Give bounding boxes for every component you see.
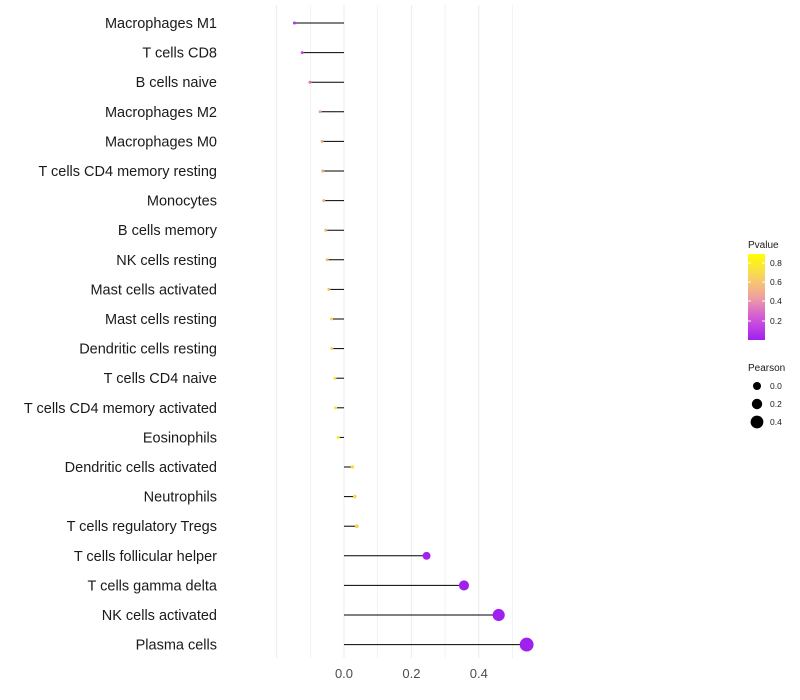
category-label: T cells follicular helper [74, 549, 217, 565]
lollipop-point [334, 406, 338, 410]
pvalue-legend-label: 0.4 [770, 296, 782, 306]
category-label: B cells naive [136, 75, 217, 91]
category-label: T cells regulatory Tregs [67, 519, 217, 535]
lollipop-point [352, 494, 357, 499]
lollipop-point [519, 637, 534, 652]
lollipop-point [292, 21, 296, 25]
x-axis-ticks: 0.0 0.2 0.4 [335, 666, 488, 681]
category-label: Macrophages M0 [105, 134, 217, 150]
category-label: Dendritic cells resting [79, 342, 217, 358]
lollipop-point [324, 228, 328, 232]
grid-lines [276, 5, 513, 658]
lollipop-stems [294, 22, 527, 646]
lollipop-point [327, 287, 331, 291]
category-label: T cells CD8 [142, 46, 217, 62]
pearson-legend-key [753, 382, 761, 390]
pearson-legend-label: 0.4 [770, 417, 782, 427]
category-label: Monocytes [147, 194, 217, 210]
category-label: NK cells resting [116, 253, 217, 269]
lollipop-points [292, 21, 534, 652]
lollipop-point [336, 435, 340, 439]
lollipop-point [308, 80, 312, 84]
pearson-legend-key [750, 415, 764, 429]
category-label: Eosinophils [143, 430, 217, 446]
x-tick-label: 0.4 [470, 666, 488, 681]
pearson-legend-label: 0.0 [770, 381, 782, 391]
x-tick-label: 0.2 [402, 666, 420, 681]
category-label: Mast cells resting [105, 312, 217, 328]
pvalue-legend-label: 0.8 [770, 258, 782, 268]
lollipop-point [492, 608, 505, 622]
pearson-legend-key [751, 398, 763, 410]
lollipop-point [330, 347, 334, 351]
pvalue-legend-label: 0.6 [770, 277, 782, 287]
category-label: Macrophages M2 [105, 105, 217, 121]
category-label: B cells memory [118, 223, 218, 239]
lollipop-point [330, 317, 334, 321]
lollipop-point [321, 169, 325, 173]
category-label: T cells CD4 naive [104, 371, 217, 387]
pearson-legend: Pearson 0.0 0.2 0.4 [748, 363, 785, 429]
lollipop-point [354, 524, 359, 529]
pearson-legend-title: Pearson [748, 363, 785, 374]
category-label: T cells CD4 memory resting [38, 164, 217, 180]
lollipop-point [318, 110, 322, 114]
pvalue-colorbar [748, 254, 765, 340]
lollipop-point [333, 376, 337, 380]
lollipop-point [422, 551, 431, 560]
category-label: NK cells activated [102, 608, 217, 624]
pvalue-legend-label: 0.2 [770, 316, 782, 326]
lollipop-point [322, 199, 326, 203]
category-label: Macrophages M1 [105, 16, 217, 32]
category-label: T cells CD4 memory activated [24, 401, 217, 417]
pearson-legend-label: 0.2 [770, 399, 782, 409]
pvalue-legend: Pvalue 0.8 0.6 0.4 0.2 [748, 240, 782, 340]
category-label: Neutrophils [144, 490, 217, 506]
lollipop-point [350, 465, 355, 469]
category-label: Plasma cells [136, 638, 217, 654]
lollipop-point [320, 139, 324, 143]
x-tick-label: 0.0 [335, 666, 353, 681]
lollipop-point [458, 580, 470, 591]
lollipop-point [325, 258, 329, 262]
category-label: T cells gamma delta [88, 578, 218, 594]
pvalue-legend-title: Pvalue [748, 240, 779, 251]
category-label: Mast cells activated [90, 282, 217, 298]
category-label: Dendritic cells activated [65, 460, 217, 476]
category-labels: Macrophages M1 T cells CD8 B cells naive Ma… [24, 16, 218, 654]
lollipop-point [300, 51, 304, 55]
